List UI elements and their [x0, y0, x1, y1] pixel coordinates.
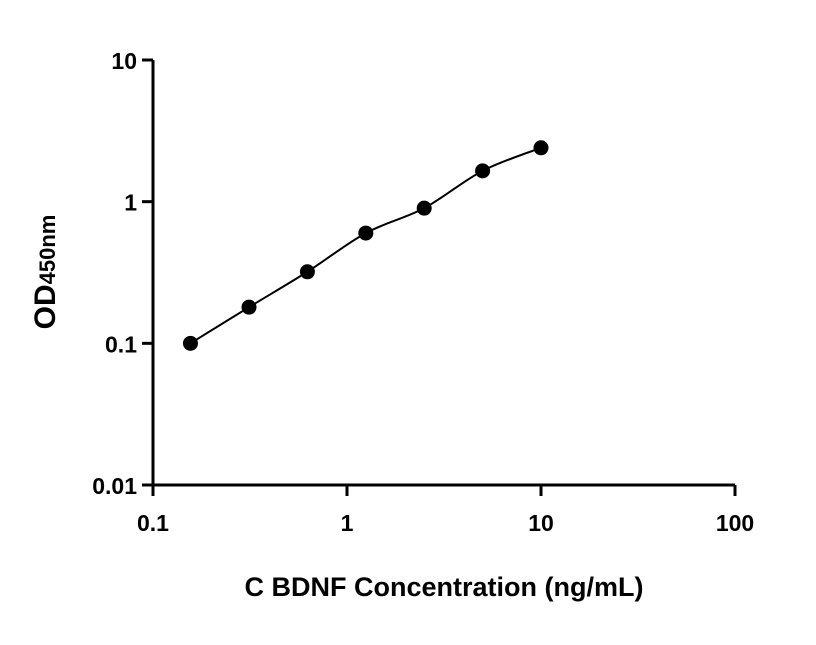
fit-curve — [189, 146, 542, 345]
data-point — [416, 200, 432, 216]
x-tick-label: 10 — [528, 510, 554, 536]
y-axis-label-main: OD — [29, 284, 62, 329]
y-tick-label: 10 — [111, 48, 137, 74]
data-point — [182, 335, 198, 351]
y-axis-label: OD450nm — [29, 215, 62, 330]
y-axis-label-sub: 450nm — [35, 215, 60, 285]
data-point — [299, 264, 315, 280]
fit-curve-group — [189, 146, 542, 345]
data-point — [358, 225, 374, 241]
y-tick-label: 0.1 — [105, 331, 137, 357]
data-point — [241, 299, 257, 315]
data-points — [182, 140, 549, 351]
x-tick-label: 1 — [341, 510, 354, 536]
x-tick-label: 0.1 — [137, 510, 169, 536]
y-tick-label: 1 — [124, 190, 137, 216]
data-point — [475, 163, 491, 179]
x-tick-label: 100 — [716, 510, 754, 536]
y-tick-label: 0.01 — [92, 473, 137, 499]
x-axis-label: C BDNF Concentration (ng/mL) — [245, 572, 644, 602]
data-point — [533, 140, 549, 156]
